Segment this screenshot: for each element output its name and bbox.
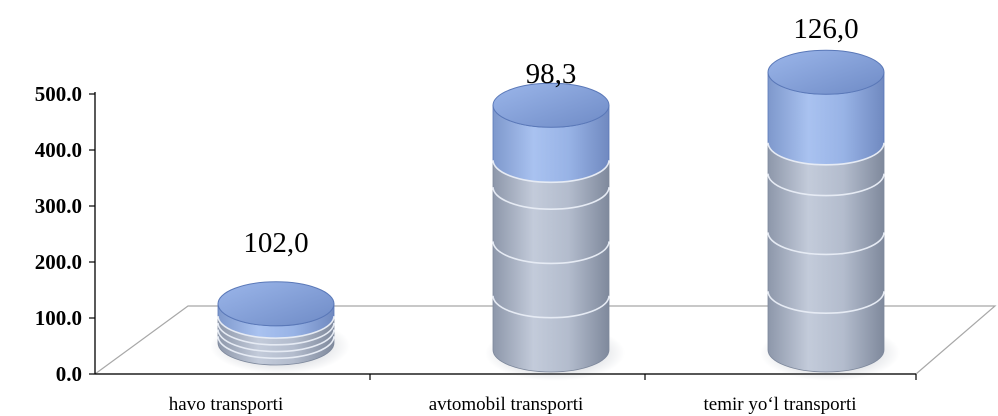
bar-cap xyxy=(767,49,885,95)
segment-seam xyxy=(767,173,885,197)
segment-seam xyxy=(492,187,610,210)
y-tick-label: 0.0 xyxy=(56,362,82,386)
cylinder-bar xyxy=(210,281,350,374)
segment-seam xyxy=(492,241,610,265)
segment-seam xyxy=(217,336,335,360)
segment-seam xyxy=(767,291,885,314)
cylinder-bar xyxy=(485,82,625,381)
segment-seam xyxy=(767,232,885,256)
data-label: 102,0 xyxy=(243,227,308,259)
y-tick-label: 500.0 xyxy=(35,82,82,106)
data-label: 126,0 xyxy=(793,13,858,45)
bar-cap xyxy=(492,82,610,128)
segment-seam xyxy=(492,160,610,184)
y-tick-label: 100.0 xyxy=(35,306,82,330)
segment-seam xyxy=(217,322,335,346)
y-tick-label: 400.0 xyxy=(35,138,82,162)
cylinder-bar xyxy=(760,49,900,381)
segment-seam xyxy=(767,142,885,166)
x-tick-label: temir yo‘l transporti xyxy=(703,394,856,415)
y-tick-label: 200.0 xyxy=(35,250,82,274)
x-tick-label: avtomobil transporti xyxy=(429,394,584,415)
data-label: 98,3 xyxy=(526,58,577,90)
y-tick-label: 300.0 xyxy=(35,194,82,218)
segment-seam xyxy=(492,295,610,319)
bar-cap xyxy=(217,281,335,327)
segment-seam xyxy=(217,329,335,353)
segment-seam xyxy=(217,316,335,339)
x-tick-label: havo transporti xyxy=(169,394,284,415)
